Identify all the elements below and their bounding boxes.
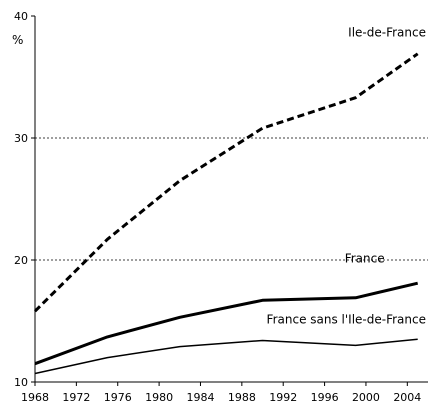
series-label-1: France <box>345 251 385 265</box>
labels: Ile-de-France France France sans l'Ile-de-… <box>267 26 426 327</box>
series-line-2 <box>34 338 418 375</box>
x-tick-label-1996: 1996 <box>311 391 339 404</box>
series-line-1 <box>34 281 419 366</box>
series-lines <box>33 52 419 375</box>
x-tick-label-1980: 1980 <box>145 391 173 404</box>
y-tick-label-40: 40 <box>14 10 28 23</box>
y-tick-label-30: 30 <box>14 132 28 145</box>
x-tick-label-1988: 1988 <box>228 391 256 404</box>
x-tick-label-2000: 2000 <box>352 391 380 404</box>
x-tick-label-2004: 2004 <box>393 391 421 404</box>
x-tick-label-1972: 1972 <box>62 391 90 404</box>
axes: 10 20 30 40 1968 1972 1976 1980 1984 1988 1992 1996… <box>14 10 428 404</box>
x-tick-label-1976: 1976 <box>104 391 132 404</box>
y-tick-label-10: 10 <box>14 376 28 389</box>
series-label-2: France sans l'Ile-de-France <box>267 312 426 326</box>
x-tick-label-1992: 1992 <box>269 391 297 404</box>
series-line-0 <box>33 52 419 313</box>
y-tick-label-20: 20 <box>14 254 28 267</box>
series-label-0: Ile-de-France <box>348 26 426 40</box>
gridlines <box>35 137 428 261</box>
x-tick-label-1968: 1968 <box>21 391 49 404</box>
x-tick-label-1984: 1984 <box>186 391 214 404</box>
y-axis-unit-label: % <box>12 33 23 47</box>
